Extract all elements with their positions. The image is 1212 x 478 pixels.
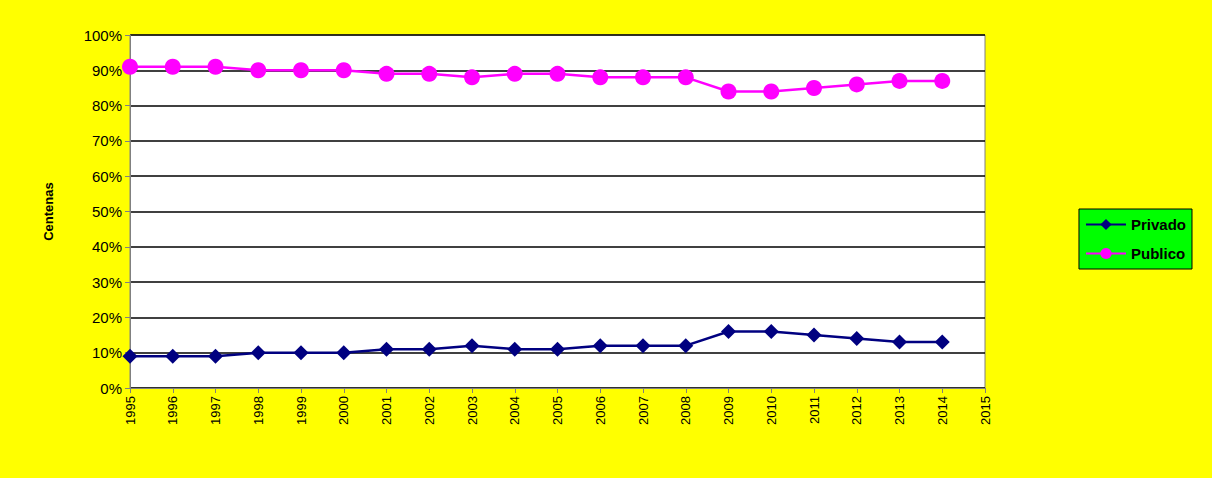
svg-text:2007: 2007: [636, 396, 651, 425]
svg-text:80%: 80%: [92, 97, 122, 114]
svg-text:100%: 100%: [84, 27, 122, 44]
svg-text:2001: 2001: [379, 396, 394, 425]
svg-text:1997: 1997: [208, 396, 223, 425]
svg-text:Publico: Publico: [1131, 245, 1185, 262]
svg-text:30%: 30%: [92, 274, 122, 291]
svg-text:2012: 2012: [849, 396, 864, 425]
svg-text:40%: 40%: [92, 238, 122, 255]
svg-text:2010: 2010: [764, 396, 779, 425]
svg-text:70%: 70%: [92, 132, 122, 149]
svg-text:1995: 1995: [123, 396, 138, 425]
svg-text:2000: 2000: [336, 396, 351, 425]
svg-text:10%: 10%: [92, 344, 122, 361]
svg-text:60%: 60%: [92, 168, 122, 185]
svg-text:Centenas: Centenas: [41, 182, 56, 241]
svg-text:2009: 2009: [721, 396, 736, 425]
svg-text:2002: 2002: [422, 396, 437, 425]
svg-text:2003: 2003: [465, 396, 480, 425]
svg-text:2006: 2006: [593, 396, 608, 425]
svg-text:2005: 2005: [550, 396, 565, 425]
svg-text:1996: 1996: [165, 396, 180, 425]
svg-text:50%: 50%: [92, 203, 122, 220]
svg-text:2014: 2014: [935, 396, 950, 425]
svg-text:1999: 1999: [294, 396, 309, 425]
svg-text:2004: 2004: [507, 396, 522, 425]
svg-text:20%: 20%: [92, 309, 122, 326]
svg-text:0%: 0%: [100, 380, 122, 397]
svg-text:2015: 2015: [978, 396, 993, 425]
svg-text:90%: 90%: [92, 62, 122, 79]
svg-text:1998: 1998: [251, 396, 266, 425]
svg-text:2013: 2013: [892, 396, 907, 425]
svg-text:2008: 2008: [678, 396, 693, 425]
svg-text:Privado: Privado: [1131, 216, 1186, 233]
svg-text:2011: 2011: [807, 396, 822, 424]
